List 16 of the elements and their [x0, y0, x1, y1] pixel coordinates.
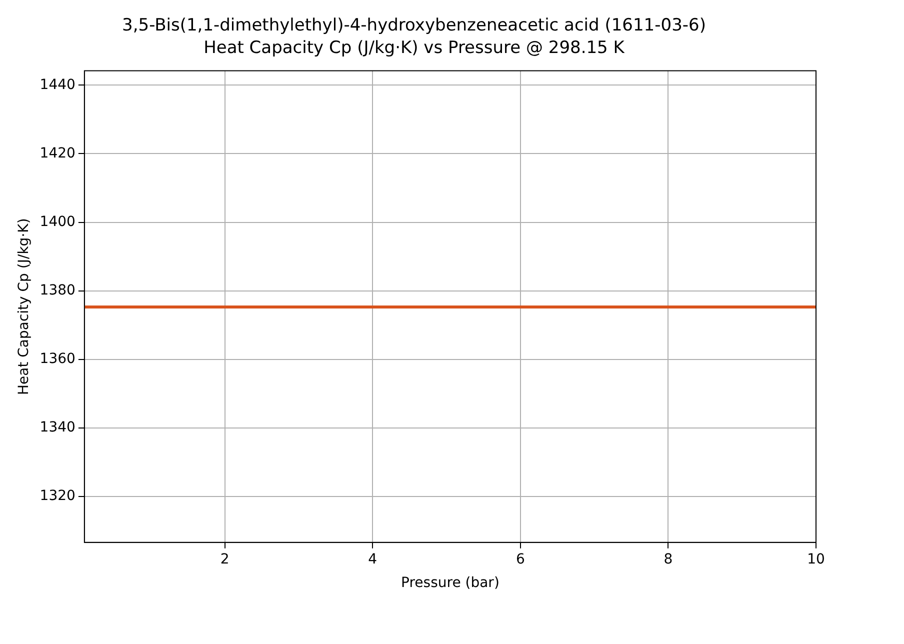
x-axis-title: Pressure (bar) — [401, 575, 500, 592]
x-tick-label: 8 — [664, 551, 673, 568]
y-tick-label: 1440 — [40, 76, 76, 93]
y-tick-label: 1360 — [40, 351, 76, 368]
y-tick-label: 1400 — [40, 214, 76, 230]
x-tick-label: 4 — [368, 551, 378, 568]
chart-subtitle: Heat Capacity Cp (J/kg·K) vs Pressure @ 298.15 K — [204, 38, 626, 58]
y-tick-label: 1380 — [40, 282, 76, 298]
y-axis-title: Heat Capacity Cp (J/kg·K) — [16, 218, 32, 396]
x-tick-label: 10 — [807, 551, 825, 568]
x-tick-label: 2 — [220, 551, 230, 568]
y-tick-label: 1320 — [40, 488, 76, 504]
x-tick-label: 6 — [516, 551, 525, 568]
y-tick-label: 1340 — [40, 420, 76, 436]
y-tick-label: 1420 — [40, 145, 76, 162]
chart-title: 3,5-Bis(1,1-dimethylethyl)-4-hydroxybenzeneacetic acid (1611-03-6) — [122, 16, 706, 36]
